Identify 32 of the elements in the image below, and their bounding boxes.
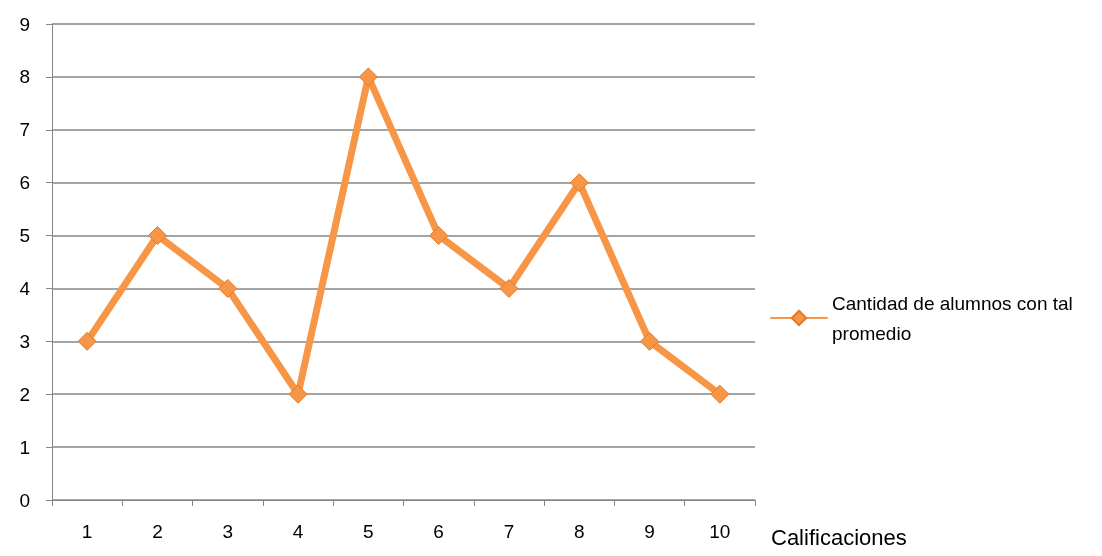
legend-label: Cantidad de alumnos con tal promedio <box>832 292 1079 344</box>
point <box>710 384 730 404</box>
point <box>288 384 308 404</box>
x-tick-label: 3 <box>222 521 234 542</box>
point <box>77 331 97 351</box>
point <box>429 226 449 246</box>
y-tick-label: 6 <box>19 172 30 194</box>
y-tick-label: 3 <box>19 330 30 352</box>
y-tick-label: 2 <box>19 383 30 405</box>
point <box>218 278 238 298</box>
x-axis-title: Calificaciones <box>771 524 907 550</box>
x-tick-label: 9 <box>644 521 655 542</box>
x-tick-label: 7 <box>503 521 515 542</box>
x-tick-label: 4 <box>292 521 304 542</box>
x-tick-label: 10 <box>709 521 731 542</box>
y-tick-label: 5 <box>19 225 30 247</box>
x-tick-label: 8 <box>573 521 585 542</box>
point <box>640 331 660 351</box>
y-tick-label: 9 <box>19 13 30 35</box>
x-tick-label: 2 <box>152 521 163 542</box>
y-tick-label: 4 <box>19 277 31 299</box>
point <box>569 173 589 193</box>
point <box>147 226 167 246</box>
y-tick-label: 8 <box>19 66 30 88</box>
y-tick-label: 0 <box>19 489 30 511</box>
y-tick-label: 1 <box>19 436 30 458</box>
x-tick-label: 1 <box>81 521 93 542</box>
x-tick-label: 6 <box>433 521 444 542</box>
point <box>358 67 378 87</box>
x-tick-label: 5 <box>363 521 374 542</box>
y-tick-label: 7 <box>19 119 30 141</box>
point <box>499 278 519 298</box>
